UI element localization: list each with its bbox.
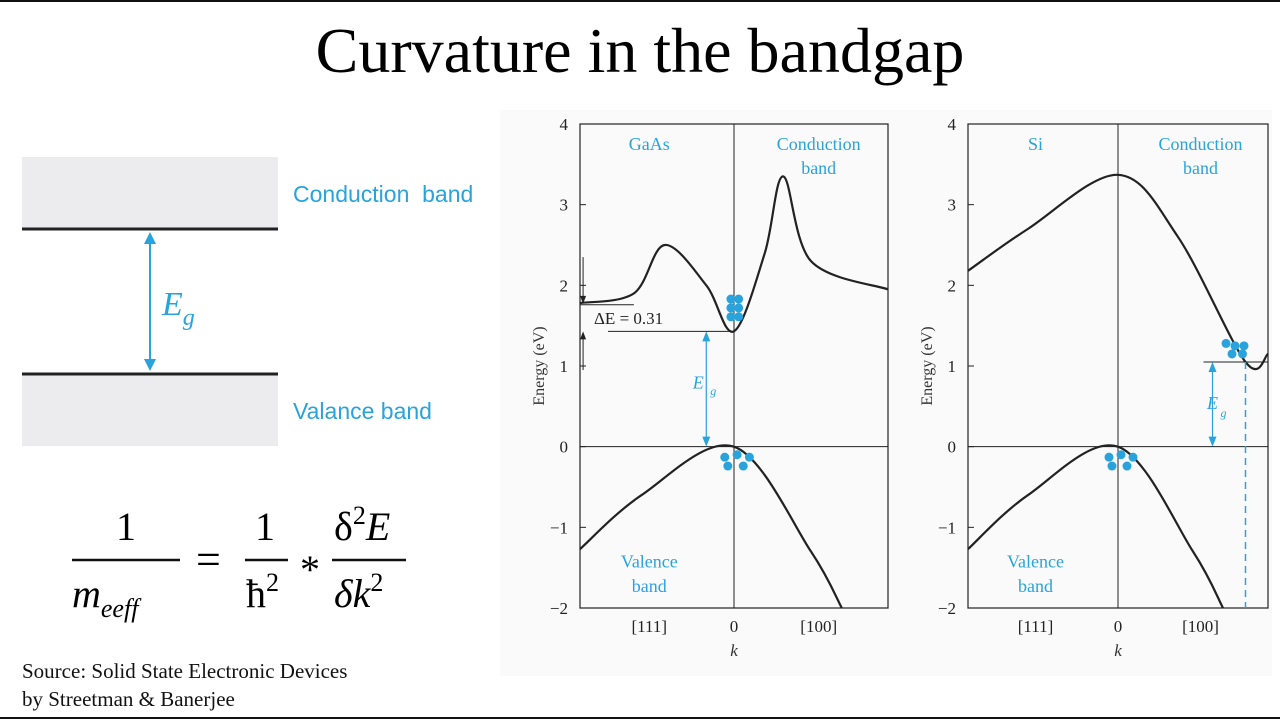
y-axis-label: Energy (eV) — [531, 326, 548, 405]
formula-denominator-right: δk2 — [334, 568, 383, 616]
gap-arrow-head — [702, 436, 711, 447]
y-tick-label: 0 — [948, 438, 957, 457]
electron-dot — [734, 303, 744, 313]
y-tick-label: −2 — [938, 599, 956, 618]
gap-label: E — [692, 373, 704, 393]
gap-label: Eg — [161, 286, 195, 331]
formula-denominator-mid: ħ2 — [246, 568, 279, 616]
x-tick-label: 0 — [1114, 617, 1123, 636]
valence-region-label: Valence — [621, 552, 678, 572]
conduction-band-curve — [579, 175, 889, 333]
gaas-band-chart: 4 3 2 1 0 −1 −2 [111] 0 [100] k Energy (eV) GaAs Cond… — [531, 115, 889, 660]
electron-dot — [1230, 341, 1240, 351]
source-line-1: Source: Solid State Electronic Devices — [22, 659, 348, 683]
valence-region-label: band — [632, 576, 667, 596]
delta-e-arrow-head — [580, 331, 587, 340]
valence-band-label: Valance band — [293, 398, 432, 424]
conduction-region-label: band — [1183, 158, 1218, 178]
x-axis-label: k — [1114, 641, 1122, 660]
x-tick-label: [111] — [632, 617, 668, 636]
electron-dot — [726, 312, 736, 322]
y-tick-label: −1 — [938, 518, 956, 537]
y-tick-label: 4 — [948, 115, 957, 134]
formula-equals: = — [196, 535, 221, 584]
si-band-chart: 4 3 2 1 0 −1 −2 [111] 0 [100] k Energy (eV) Si Conduc… — [919, 115, 1269, 660]
conduction-region-label: band — [801, 158, 836, 178]
conduction-region-label: Conduction — [777, 134, 861, 154]
band-diagram: Eg Conduction band Valance band — [0, 110, 500, 495]
formula-numerator-left: 1 — [116, 504, 136, 549]
gap-label-subscript: g — [710, 384, 716, 398]
y-tick-label: 2 — [560, 276, 569, 295]
electron-dot — [734, 312, 744, 322]
gap-arrow-head-down — [144, 359, 156, 371]
y-tick-label: −2 — [550, 599, 568, 618]
x-tick-label: [100] — [800, 617, 837, 636]
bottom-border — [0, 717, 1280, 719]
gap-label-subscript: g — [1221, 406, 1227, 420]
formula-denominator-left: meeff — [72, 571, 142, 623]
y-tick-label: 1 — [560, 357, 569, 376]
top-border — [0, 0, 1280, 2]
y-tick-label: −1 — [550, 518, 568, 537]
formula-numerator-right: δ2E — [334, 501, 390, 549]
x-axis-label: k — [730, 641, 738, 660]
hole-dot — [744, 452, 754, 462]
conduction-band-label: Conduction band — [293, 181, 473, 207]
y-axis-label: Energy (eV) — [919, 326, 936, 405]
hole-dot — [1122, 461, 1132, 471]
x-tick-label: [100] — [1182, 617, 1219, 636]
electron-dot — [1227, 349, 1237, 359]
electron-dot — [1239, 341, 1249, 351]
x-tick-label: [111] — [1018, 617, 1054, 636]
formula-numerator-mid: 1 — [255, 504, 275, 549]
material-label: GaAs — [629, 134, 670, 154]
delta-e-arrow-head — [580, 295, 587, 304]
hole-dot — [732, 450, 742, 460]
hole-dot — [1128, 452, 1138, 462]
y-tick-label: 2 — [948, 276, 957, 295]
hole-dot — [738, 461, 748, 471]
gap-arrow-head — [1208, 436, 1217, 447]
hole-dot — [1104, 452, 1114, 462]
y-tick-label: 4 — [560, 115, 569, 134]
y-tick-label: 0 — [560, 438, 569, 457]
x-tick-label: 0 — [730, 617, 739, 636]
gaas-plot-panel: 4 3 2 1 0 −1 −2 [111] 0 [100] k Energy (eV) GaAs Cond… — [500, 110, 892, 676]
electron-dot — [1221, 338, 1231, 348]
valence-region-label: band — [1018, 576, 1053, 596]
valence-region-label: Valence — [1007, 552, 1064, 572]
gap-label: E — [1206, 393, 1218, 413]
gap-arrow-head — [702, 331, 711, 342]
gap-arrow-head — [1208, 361, 1217, 372]
valence-band-curve — [579, 444, 843, 609]
source-citation: Source: Solid State Electronic Devices b… — [22, 657, 347, 713]
hole-dot — [1107, 461, 1117, 471]
electron-dot — [1238, 349, 1247, 359]
delta-e-label: ΔE = 0.31 — [594, 309, 663, 328]
electron-dot — [726, 294, 736, 304]
valence-band-curve — [967, 444, 1224, 609]
slide-title: Curvature in the bandgap — [315, 15, 965, 86]
y-tick-label: 3 — [560, 196, 569, 215]
effective-mass-formula: 1 meeff = 1 ħ2 * δ2E δk2 — [60, 495, 440, 645]
si-plot-panel: 4 3 2 1 0 −1 −2 [111] 0 [100] k Energy (eV) Si Conduc… — [892, 110, 1272, 676]
material-label: Si — [1028, 134, 1043, 154]
electron-dot — [726, 303, 736, 313]
electron-dot — [734, 294, 744, 304]
source-line-2: by Streetman & Banerjee — [22, 687, 235, 711]
conduction-band-fill — [22, 157, 278, 229]
y-tick-label: 1 — [948, 357, 957, 376]
valence-band-fill — [22, 374, 278, 446]
hole-dot — [720, 452, 730, 462]
hole-dot — [1116, 450, 1126, 460]
conduction-region-label: Conduction — [1159, 134, 1243, 154]
hole-dot — [723, 461, 733, 471]
formula-star: * — [300, 547, 320, 592]
gap-arrow-head-up — [144, 232, 156, 244]
y-tick-label: 3 — [948, 196, 957, 215]
